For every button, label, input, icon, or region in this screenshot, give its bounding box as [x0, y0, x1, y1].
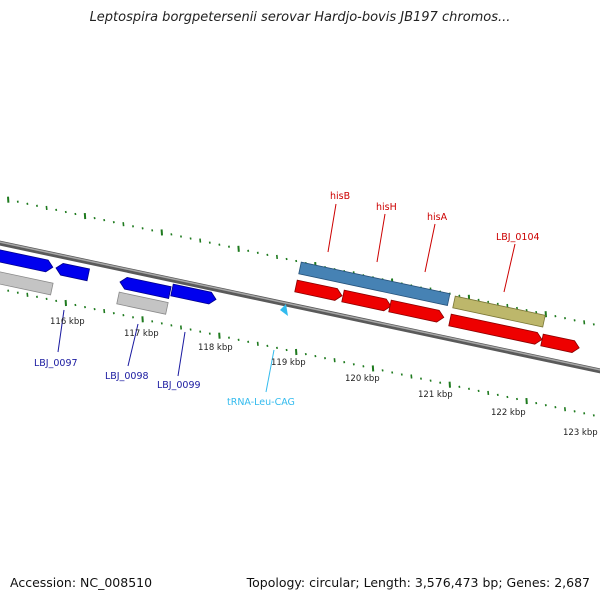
gene-label-hisH[interactable]: hisH [376, 202, 397, 213]
pseudogene-feature[interactable] [0, 268, 54, 296]
gene-label-lbj0098[interactable]: LBJ_0098 [105, 371, 149, 382]
operon-feature[interactable] [298, 261, 451, 306]
kbp-label: 123 kbp [563, 428, 598, 438]
topology-summary-text: Topology: circular; Length: 3,576,473 bp… [246, 575, 590, 590]
gene-feature[interactable] [341, 289, 392, 312]
gene-label-hisA[interactable]: hisA [427, 212, 448, 223]
gene-feature[interactable] [55, 262, 91, 282]
chromosome-backbone [0, 240, 600, 374]
gene-labels: LBJ_0097 LBJ_0098 LBJ_0099 tRNA-Leu-CAG … [34, 191, 540, 408]
gene-label-trna[interactable]: tRNA-Leu-CAG [227, 397, 295, 408]
gene-feature[interactable] [170, 283, 218, 305]
label-leaders [57, 203, 516, 393]
kbp-label: 117 kbp [124, 329, 159, 339]
feature-track [0, 245, 581, 354]
kbp-label: 121 kbp [418, 390, 453, 400]
map-title: Leptospira borgpetersenii serovar Hardjo… [89, 10, 511, 25]
gene-label-lbj0097[interactable]: LBJ_0097 [34, 358, 78, 369]
kbp-label: 118 kbp [198, 343, 233, 353]
gene-label-lbj0104[interactable]: LBJ_0104 [496, 232, 540, 243]
accession-text: Accession: NC_008510 [10, 575, 153, 590]
gene-feature[interactable] [448, 313, 543, 345]
operon-feature[interactable] [452, 295, 546, 328]
tick-row-bottom [7, 289, 595, 417]
kbp-label: 122 kbp [491, 408, 526, 418]
gene-feature[interactable] [540, 333, 581, 354]
gene-feature[interactable] [294, 279, 343, 302]
kbp-label: 119 kbp [271, 358, 306, 368]
gene-feature[interactable] [388, 299, 445, 323]
gene-label-hisB[interactable]: hisB [330, 191, 350, 202]
gene-feature[interactable] [119, 276, 172, 299]
kbp-labels: 116 kbp 117 kbp 118 kbp 119 kbp 120 kbp … [50, 317, 598, 438]
kbp-label: 116 kbp [50, 317, 85, 327]
chromosome-backbone-highlight [0, 241, 600, 371]
kbp-label: 120 kbp [345, 374, 380, 384]
gene-label-lbj0099[interactable]: LBJ_0099 [157, 380, 201, 391]
gene-feature[interactable] [0, 245, 54, 273]
trna-feature[interactable] [280, 304, 288, 316]
pseudogene-feature[interactable] [116, 291, 169, 315]
